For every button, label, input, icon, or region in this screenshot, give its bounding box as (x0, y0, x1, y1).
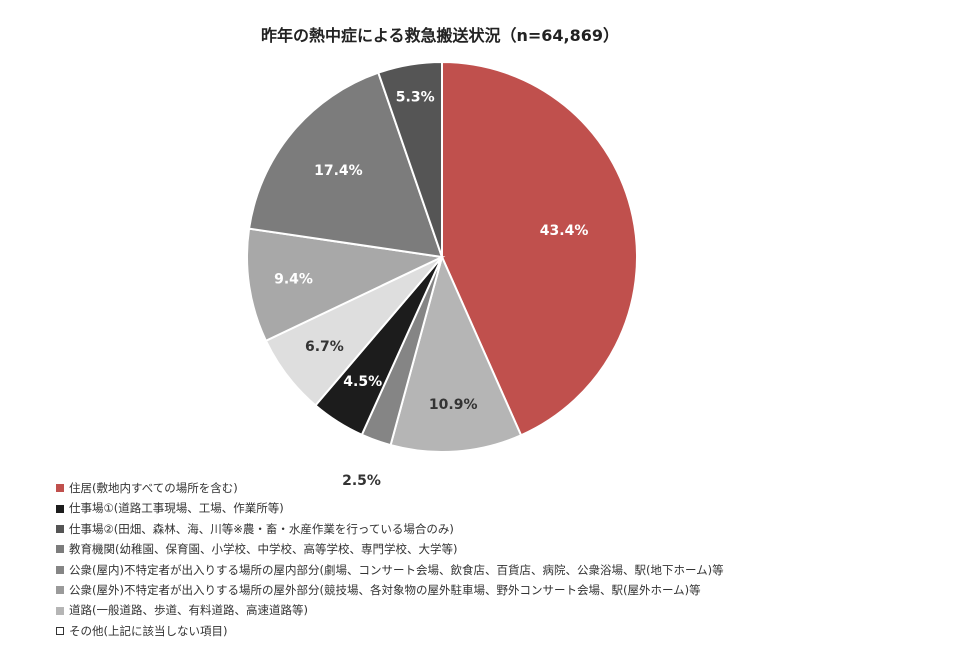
legend-item: 教育機関(幼稚園、保育園、小学校、中学校、高等学校、専門学校、大学等) (56, 539, 724, 559)
pie-slice (441, 60, 638, 437)
legend-item: 道路(一般道路、歩道、有料道路、高速道路等) (56, 600, 724, 620)
legend-swatch (56, 504, 64, 513)
legend-swatch (56, 565, 64, 574)
pie-labels: 43.4% 10.9% 2.5% 4.5% 6.7% 9.4% 17.4% 5.3% (274, 89, 589, 489)
legend-swatch (56, 606, 64, 615)
pie-slice-label: 5.3% (396, 89, 435, 105)
legend-label: 仕事場②(田畑、森林、海、川等※農・畜・水産作業を行っている場合のみ) (69, 521, 454, 536)
legend-label: 公衆(屋内)不特定者が出入りする場所の屋内部分(劇場、コンサート会場、飲食店、百… (69, 562, 724, 577)
legend-label: 住居(敷地内すべての場所を含む) (69, 481, 238, 495)
pie-slice-label: 2.5% (342, 473, 381, 489)
pie-slice (377, 60, 443, 258)
pie-slice (246, 227, 446, 343)
pie-slices (246, 60, 638, 453)
legend-label: 道路(一般道路、歩道、有料道路、高速道路等) (69, 603, 308, 618)
legend-item: 公衆(屋外)不特定者が出入りする場所の屋外部分(競技場、各対象物の屋外駐車場、野… (56, 580, 724, 600)
legend-item: 公衆(屋内)不特定者が出入りする場所の屋内部分(劇場、コンサート会場、飲食店、百… (56, 560, 724, 580)
pie-slice-label: 6.7% (305, 339, 344, 355)
legend-swatch (56, 545, 64, 554)
pie-slice-label: 10.9% (429, 397, 478, 413)
legend-item: 住居(敷地内すべての場所を含む) (56, 478, 724, 498)
legend-item: 仕事場②(田畑、森林、海、川等※農・畜・水産作業を行っている場合のみ) (56, 519, 724, 539)
pie-slice (389, 254, 523, 453)
legend-label: 公衆(屋外)不特定者が出入りする場所の屋外部分(競技場、各対象物の屋外駐車場、野… (69, 583, 701, 598)
pie-slice-label: 43.4% (540, 223, 589, 239)
legend-label: 教育機関(幼稚園、保育園、小学校、中学校、高等学校、専門学校、大学等) (69, 542, 458, 557)
pie-slice-label: 17.4% (314, 163, 363, 179)
legend-item: 仕事場①(道路工事現場、工場、作業所等) (56, 498, 724, 518)
legend-label: 仕事場①(道路工事現場、工場、作業所等) (69, 501, 284, 516)
chart-legend: 住居(敷地内すべての場所を含む) 仕事場①(道路工事現場、工場、作業所等) 仕事場②… (56, 478, 724, 641)
legend-item: その他(上記に該当しない項目) (56, 621, 724, 641)
chart-title: 昨年の熱中症による救急搬送状況（n=64,869） (260, 26, 620, 45)
legend-swatch (56, 627, 64, 636)
legend-swatch (56, 525, 64, 534)
pie-slice-label: 4.5% (343, 374, 382, 390)
pie-slice-label: 9.4% (274, 271, 313, 287)
legend-label: その他(上記に該当しない項目) (69, 623, 228, 638)
legend-swatch (56, 586, 64, 595)
legend-swatch (56, 484, 64, 493)
